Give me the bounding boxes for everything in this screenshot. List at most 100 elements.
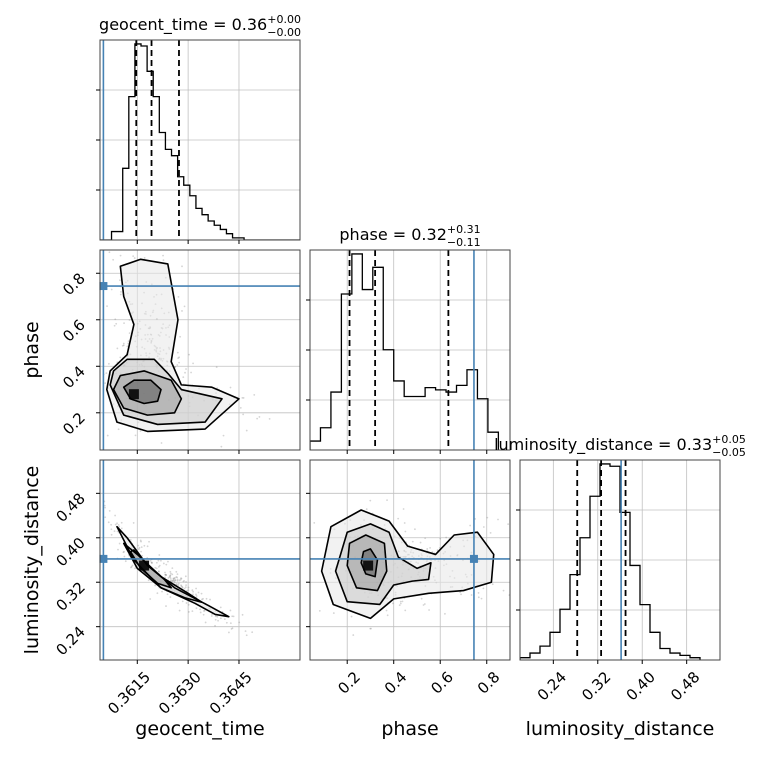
y-axis-label-phase: phase <box>21 321 43 378</box>
sample-point <box>162 562 165 565</box>
sample-point <box>122 342 125 345</box>
sample-point <box>428 609 430 611</box>
sample-point <box>195 593 197 596</box>
sample-point <box>176 579 179 582</box>
truth-marker <box>99 554 108 563</box>
sample-point <box>245 634 248 637</box>
sample-point <box>399 602 402 605</box>
sample-point <box>175 576 178 578</box>
sample-point <box>150 561 153 564</box>
sample-point <box>444 612 446 615</box>
sample-point <box>305 610 307 612</box>
sample-point <box>160 442 163 444</box>
sample-point <box>143 257 146 259</box>
y-tick-label: 0.6 <box>59 316 89 346</box>
sample-point <box>203 609 206 612</box>
sample-point <box>477 592 480 594</box>
sample-point <box>130 566 132 569</box>
y-tick-label: 0.8 <box>59 269 89 299</box>
sample-point <box>370 627 372 630</box>
x-tick-label: 0.4 <box>381 668 411 698</box>
sample-point <box>180 577 183 580</box>
sample-point <box>268 417 271 420</box>
sample-point <box>104 382 107 385</box>
sample-point <box>507 523 510 526</box>
sample-point <box>130 565 133 568</box>
sample-point <box>169 228 171 230</box>
sample-point <box>123 322 125 325</box>
y-tick-label: 0.4 <box>59 362 89 392</box>
sample-point <box>195 595 198 597</box>
sample-point <box>191 610 194 613</box>
sample-point <box>178 579 181 582</box>
sample-point <box>203 610 205 612</box>
sample-point <box>176 573 179 575</box>
sample-point <box>402 508 405 510</box>
marginal-phase: phase = 0.32+0.31−0.11 <box>306 223 511 454</box>
contour-line <box>109 358 223 426</box>
x-tick-label: 0.6 <box>427 668 457 698</box>
sample-point <box>126 345 129 348</box>
sample-point <box>173 581 176 584</box>
sample-point <box>187 603 190 606</box>
sample-point <box>175 583 178 585</box>
sample-point <box>132 255 135 258</box>
sample-point <box>139 430 142 432</box>
sample-point <box>177 602 179 605</box>
sample-point <box>439 537 442 540</box>
sample-point <box>419 541 422 544</box>
sample-point <box>229 609 232 612</box>
sample-point <box>202 597 204 600</box>
sample-point <box>386 614 389 617</box>
sample-point <box>398 604 401 607</box>
sample-point <box>205 597 208 600</box>
sample-point <box>117 428 120 431</box>
sample-point <box>105 372 108 375</box>
x-tick-label: 0.48 <box>667 668 703 704</box>
sample-point <box>231 615 234 618</box>
sample-point <box>222 434 225 437</box>
sample-point <box>179 335 182 338</box>
sample-point <box>165 574 168 576</box>
sample-point <box>480 597 483 600</box>
sample-point <box>173 577 176 580</box>
sample-point <box>185 584 187 586</box>
x-axis-label-luminosity-distance: luminosity_distance <box>526 718 715 740</box>
sample-point <box>164 573 167 576</box>
sample-point <box>169 574 172 577</box>
sample-point <box>215 366 218 369</box>
sample-point <box>159 559 162 562</box>
title-lower-error: −0.11 <box>447 236 481 249</box>
sample-point <box>445 536 448 539</box>
sample-point <box>141 554 144 557</box>
title-lower-error: −0.00 <box>267 26 301 39</box>
sample-point <box>120 521 123 524</box>
sample-point <box>238 621 241 624</box>
sample-point <box>399 600 402 603</box>
sample-point <box>397 517 400 520</box>
marginal-title: geocent_time = 0.36+0.00 <box>99 13 301 35</box>
sample-point <box>115 322 118 325</box>
sample-point <box>200 592 203 595</box>
sample-point <box>114 514 117 517</box>
y-tick-label: 0.48 <box>52 489 88 525</box>
sample-point <box>318 609 321 612</box>
sample-point <box>174 365 177 368</box>
x-tick-label: 0.32 <box>578 668 614 704</box>
sample-point <box>459 591 462 594</box>
sample-point <box>225 621 228 624</box>
sample-point <box>477 596 480 599</box>
histogram-step <box>310 253 500 450</box>
sample-point <box>209 598 211 601</box>
panel-frame <box>99 249 301 451</box>
sample-point <box>431 551 434 553</box>
sample-point <box>183 587 186 590</box>
sample-point <box>123 550 125 553</box>
sample-point <box>258 416 261 418</box>
sample-point <box>107 362 110 365</box>
sample-point <box>512 582 514 584</box>
sample-point <box>239 406 242 409</box>
sample-point <box>169 570 172 573</box>
sample-point <box>134 567 136 570</box>
sample-point <box>241 396 244 399</box>
